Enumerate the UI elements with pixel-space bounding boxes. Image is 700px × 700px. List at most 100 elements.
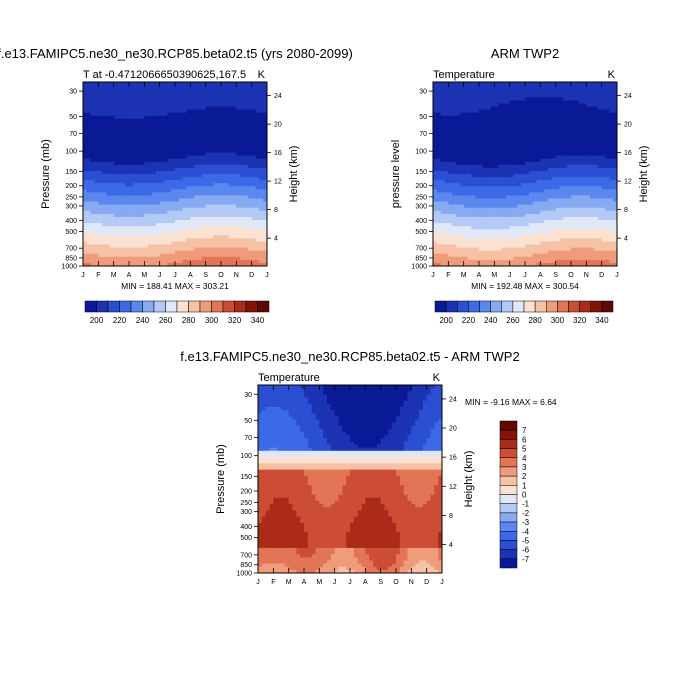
contour-cell (186, 94, 191, 98)
contour-cell (251, 213, 257, 218)
contour-cell (106, 235, 111, 239)
contour-cell (129, 137, 134, 141)
contour-cell (224, 213, 230, 218)
contour-cell (98, 85, 103, 89)
contour-cell (517, 201, 522, 206)
contour-cell (224, 220, 230, 224)
contour-cell (186, 149, 191, 154)
contour-cell (578, 149, 584, 154)
contour-cell (83, 128, 88, 132)
contour-cell (102, 253, 107, 258)
contour-cell (167, 262, 172, 266)
contour-cell (117, 170, 122, 175)
contour-cell (255, 220, 260, 224)
contour-cell (83, 174, 88, 178)
contour-cell (505, 180, 511, 184)
contour-cell (125, 207, 130, 212)
contour-cell (98, 238, 103, 243)
contour-cell (198, 106, 203, 111)
contour-cell (251, 149, 257, 154)
contour-cell (244, 244, 249, 249)
contour-cell (83, 238, 88, 243)
contour-cell (601, 146, 607, 151)
contour-cell (201, 241, 207, 246)
contour-cell (113, 88, 119, 92)
contour-cell (205, 226, 211, 230)
contour-cell (106, 229, 111, 233)
contour-cell (594, 152, 599, 157)
contour-cell (240, 152, 245, 157)
contour-cell (247, 247, 253, 252)
contour-cell (228, 210, 234, 215)
contour-cell (228, 177, 234, 181)
contour-cell (494, 158, 499, 163)
contour-cell (109, 183, 115, 187)
contour-cell (140, 85, 145, 89)
contour-cell (125, 170, 130, 175)
contour-cell (605, 158, 610, 163)
contour-cell (148, 244, 153, 249)
contour-cell (609, 100, 614, 105)
contour-cell (232, 207, 237, 212)
contour-cell (182, 244, 188, 249)
contour-cell (240, 195, 245, 200)
contour-cell (574, 103, 580, 108)
contour-cell (255, 201, 260, 206)
contour-cell (148, 85, 153, 89)
contour-cell (140, 216, 145, 221)
contour-cell (236, 207, 241, 212)
contour-cell (148, 140, 153, 144)
contour-cell (228, 167, 234, 172)
contour-cell (605, 88, 610, 92)
contour-cell (232, 109, 237, 114)
contour-cell (98, 216, 103, 221)
contour-cell (490, 161, 495, 166)
contour-cell (190, 149, 195, 154)
contour-cell (436, 183, 442, 187)
contour-cell (182, 220, 188, 224)
contour-cell (90, 124, 96, 129)
contour-cell (132, 118, 138, 123)
contour-cell (205, 183, 211, 187)
contour-cell (486, 121, 492, 126)
contour-cell (536, 201, 541, 206)
contour-cell (574, 189, 580, 193)
contour-cell (471, 103, 476, 108)
contour-cell (221, 115, 226, 120)
contour-cell (217, 97, 222, 101)
contour-cell (440, 131, 446, 135)
contour-cell (144, 180, 149, 184)
contour-cell (244, 103, 249, 108)
contour-cell (140, 112, 145, 117)
contour-cell (144, 97, 149, 101)
contour-cell (240, 112, 245, 117)
contour-cell (148, 186, 153, 190)
contour-cell (140, 103, 145, 108)
contour-cell (209, 115, 214, 120)
contour-cell (528, 134, 534, 138)
contour-cell (109, 128, 115, 132)
contour-cell (475, 161, 480, 166)
contour-cell (590, 103, 595, 108)
contour-cell (83, 109, 88, 114)
contour-cell (129, 183, 134, 187)
contour-cell (182, 85, 188, 89)
contour-cell (240, 134, 245, 138)
contour-cell (232, 216, 237, 221)
contour-cell (205, 164, 211, 169)
contour-cell (578, 198, 584, 203)
contour-cell (486, 82, 492, 86)
contour-cell (486, 137, 492, 141)
contour-cell (148, 100, 153, 105)
contour-cell (544, 121, 549, 126)
contour-cell (224, 164, 230, 169)
contour-cell (521, 131, 526, 135)
contour-cell (613, 152, 617, 157)
contour-cell (236, 167, 241, 172)
contour-cell (178, 149, 184, 154)
contour-cell (152, 256, 157, 261)
contour-cell (90, 137, 96, 141)
contour-cell (605, 124, 610, 129)
contour-cell (83, 247, 88, 252)
contour-cell (109, 140, 115, 144)
